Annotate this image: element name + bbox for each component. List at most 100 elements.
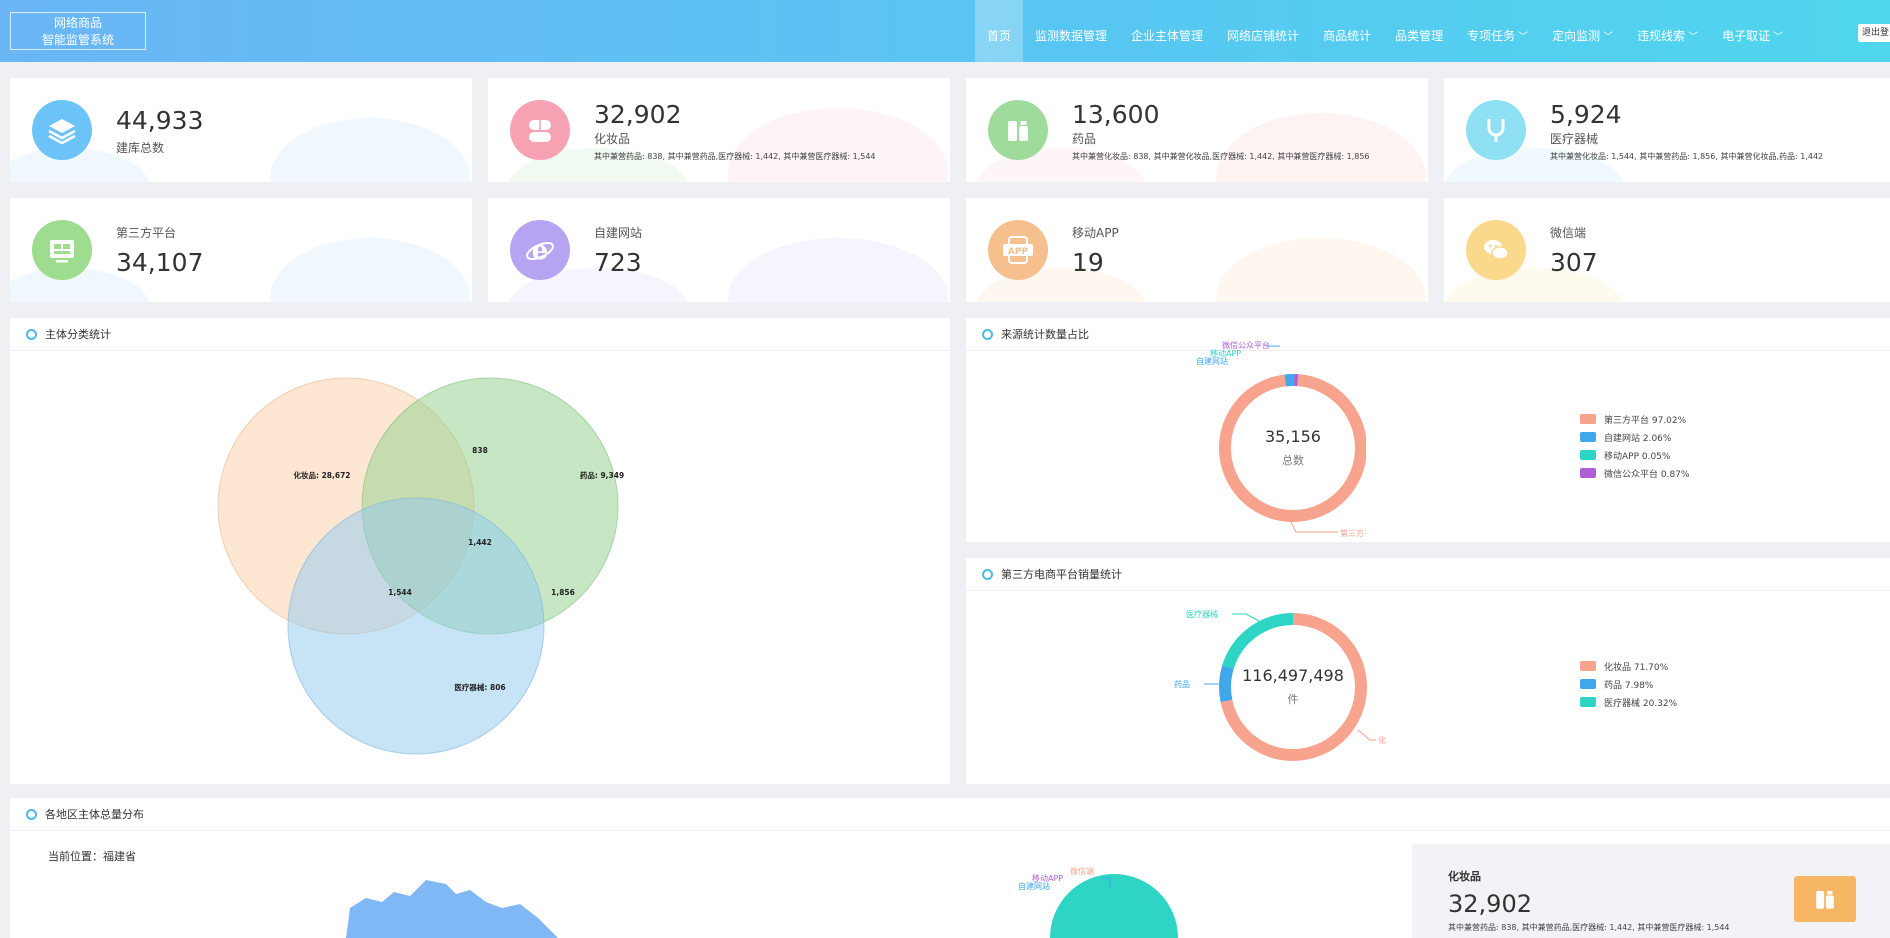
system-logo[interactable]: 网络商品 智能监管系统 (10, 12, 146, 50)
circle-icon (982, 328, 993, 340)
stat-value: 723 (594, 248, 642, 277)
panel-title: 第三方电商平台销量统计 (982, 566, 1122, 582)
logo-line-2: 智能监管系统 (41, 33, 114, 47)
panel-title: 主体分类统计 (26, 326, 111, 342)
chevron-down-icon: ﹀ (1603, 32, 1614, 43)
donut-center-label: 件 (1288, 693, 1299, 706)
callout-label: 移动APP (1032, 873, 1063, 883)
donut-slice-0[interactable] (1219, 374, 1366, 522)
top-header: 网络商品 智能监管系统 首页 监测数据管理 企业主体管理 网络店铺统计 商品统计… (0, 0, 1890, 62)
info-title: 化妆品 (1448, 870, 1481, 883)
stat-value: 5,924 (1550, 100, 1622, 129)
callout-label: 微信端 (1070, 866, 1094, 876)
stat-card-drugs[interactable]: 13,600 药品 其中兼营化妆品: 838, 其中兼营化妆品,医疗器械: 1,… (966, 78, 1428, 182)
legend-item[interactable]: 第三方平台 97.02% (1580, 410, 1689, 428)
stat-label: 药品 (1072, 132, 1097, 146)
info-value: 32,902 (1448, 890, 1532, 918)
nav-evidence[interactable]: 电子取证 ﹀ (1722, 29, 1784, 43)
info-detail: 其中兼营药品: 838, 其中兼营药品,医疗器械: 1,442, 其中兼营医疗器… (1448, 923, 1730, 932)
donut-slice-2[interactable] (1219, 613, 1367, 761)
nav-violation-clues[interactable]: 违规线索 ﹀ (1637, 29, 1699, 43)
stat-card-wechat[interactable]: 微信端 307 (1444, 198, 1890, 302)
nav-product-stats[interactable]: 商品统计 (1323, 29, 1372, 43)
source-legend: 第三方平台 97.02% 自建网站 2.06% 移动APP 0.05% 微信公众… (1580, 410, 1689, 482)
stat-label: 自建网站 (594, 226, 643, 240)
circle-icon (26, 808, 37, 820)
donut-center-value: 35,156 (1265, 427, 1321, 446)
stat-label: 医疗器械 (1550, 132, 1599, 146)
wechat-icon (1466, 220, 1526, 280)
donut-slice-1[interactable] (1219, 613, 1367, 761)
stat-card-total[interactable]: 44,933 建库总数 (10, 78, 472, 182)
legend-item[interactable]: 化妆品 71.70% (1580, 657, 1677, 675)
callout-label: 化妆品 (1378, 735, 1386, 745)
stat-value: 44,933 (116, 106, 204, 135)
stat-label: 移动APP (1072, 226, 1119, 240)
source-panel: 来源统计数量占比 35,156 总数 自建网站 移动APP 微信公众平台 第三方… (966, 318, 1890, 542)
logout-button[interactable]: 退出登 (1858, 24, 1890, 42)
callout-label: 微信公众平台 (1222, 340, 1270, 350)
venn-label-cos-drug: 838 (472, 446, 488, 455)
donut-center-label: 总数 (1282, 453, 1304, 467)
stat-value: 19 (1072, 248, 1104, 277)
pill-icon (510, 100, 570, 160)
circle-icon (26, 328, 37, 340)
legend-item[interactable]: 药品 7.98% (1580, 675, 1677, 693)
region-map[interactable]: 微信端 移动APP 自建网站 (10, 798, 1890, 938)
venn-label-devices: 医疗器械: 806 (454, 682, 505, 692)
stat-label: 微信端 (1550, 226, 1587, 240)
sales-donut-chart: 116,497,498 件 医疗器械 药品 化妆品 (1174, 609, 1386, 761)
panel-title: 来源统计数量占比 (982, 326, 1089, 342)
venn-diagram: 化妆品: 28,672 药品: 9,349 医疗器械: 806 838 1,54… (217, 377, 624, 755)
stat-value: 34,107 (116, 248, 204, 277)
app-icon: APP (988, 220, 1048, 280)
sales-panel: 第三方电商平台销量统计 116,497,498 件 医疗器械 药品 化妆品 化妆… (966, 558, 1890, 784)
legend-item[interactable]: 移动APP 0.05% (1580, 446, 1689, 464)
stat-card-cosmetics[interactable]: 32,902 化妆品 其中兼营药品: 838, 其中兼营药品,医疗器械: 1,4… (488, 78, 950, 182)
logo-line-1: 网络商品 (53, 16, 102, 30)
venn-label-all: 1,442 (468, 538, 492, 547)
callout-label: 医疗器械 (1186, 609, 1218, 619)
nav-monitoring-data[interactable]: 监测数据管理 (1035, 29, 1108, 43)
region-panel: 各地区主体总量分布 当前位置：福建省 微信端 移动APP 自建网站 化妆品 32… (10, 798, 1890, 938)
stat-card-app[interactable]: APP 移动APP 19 (966, 198, 1428, 302)
callout-label: 第三方平台 (1340, 528, 1366, 538)
svg-text:e: e (532, 236, 549, 266)
donut-slice-3[interactable] (1219, 374, 1366, 522)
callout-label: 移动APP (1210, 348, 1241, 358)
chevron-down-icon: ﹀ (1773, 32, 1784, 43)
venn-label-cos-dev: 1,544 (388, 588, 412, 597)
main-nav: 首页 监测数据管理 企业主体管理 网络店铺统计 商品统计 品类管理 专项任务 ﹀ … (975, 0, 1795, 62)
stat-label: 化妆品 (594, 132, 631, 146)
venn-label-cosmetics: 化妆品: 28,672 (293, 470, 350, 480)
map-region-fujian (346, 880, 558, 938)
stat-label: 第三方平台 (116, 226, 177, 240)
stat-value: 13,600 (1072, 100, 1160, 129)
nav-home[interactable]: 首页 (975, 0, 1024, 62)
legend-item[interactable]: 微信公众平台 0.87% (1580, 464, 1689, 482)
callout-label: 自建网站 (1018, 881, 1050, 891)
chevron-down-icon: ﹀ (1688, 32, 1699, 43)
venn-label-drug-dev: 1,856 (551, 588, 575, 597)
nav-special-task[interactable]: 专项任务 ﹀ (1467, 29, 1529, 43)
legend-item[interactable]: 医疗器械 20.32% (1580, 693, 1677, 711)
nav-enterprise[interactable]: 企业主体管理 (1131, 29, 1204, 43)
source-donut-chart: 35,156 总数 自建网站 移动APP 微信公众平台 第三方平台 (1196, 340, 1366, 538)
stat-card-self-site[interactable]: e 自建网站 723 (488, 198, 950, 302)
nav-category[interactable]: 品类管理 (1395, 29, 1444, 43)
stat-label: 建库总数 (116, 141, 165, 155)
cosmetics-icon (988, 100, 1048, 160)
nav-shop-stats[interactable]: 网络店铺统计 (1227, 29, 1300, 43)
stat-detail: 其中兼营化妆品: 838, 其中兼营化妆品,医疗器械: 1,442, 其中兼营医… (1072, 152, 1370, 161)
stat-card-third-party[interactable]: 第三方平台 34,107 (10, 198, 472, 302)
donut-center-value: 116,497,498 (1242, 666, 1344, 685)
ie-icon: e (510, 220, 570, 280)
stat-detail: 其中兼营药品: 838, 其中兼营药品,医疗器械: 1,442, 其中兼营医疗器… (594, 152, 876, 161)
stethoscope-icon (1466, 100, 1526, 160)
stat-card-devices[interactable]: 5,924 医疗器械 其中兼营化妆品: 1,544, 其中兼营药品: 1,856… (1444, 78, 1890, 182)
callout-label: 自建网站 (1196, 356, 1228, 366)
stat-detail: 其中兼营化妆品: 1,544, 其中兼营药品: 1,856, 其中兼营化妆品,药… (1550, 152, 1824, 161)
venn-panel: 主体分类统计 化妆品: 28,672 药品: 9,349 医疗器械: 806 8… (10, 318, 950, 784)
legend-item[interactable]: 自建网站 2.06% (1580, 428, 1689, 446)
nav-targeted-monitor[interactable]: 定向监测 ﹀ (1552, 29, 1614, 43)
